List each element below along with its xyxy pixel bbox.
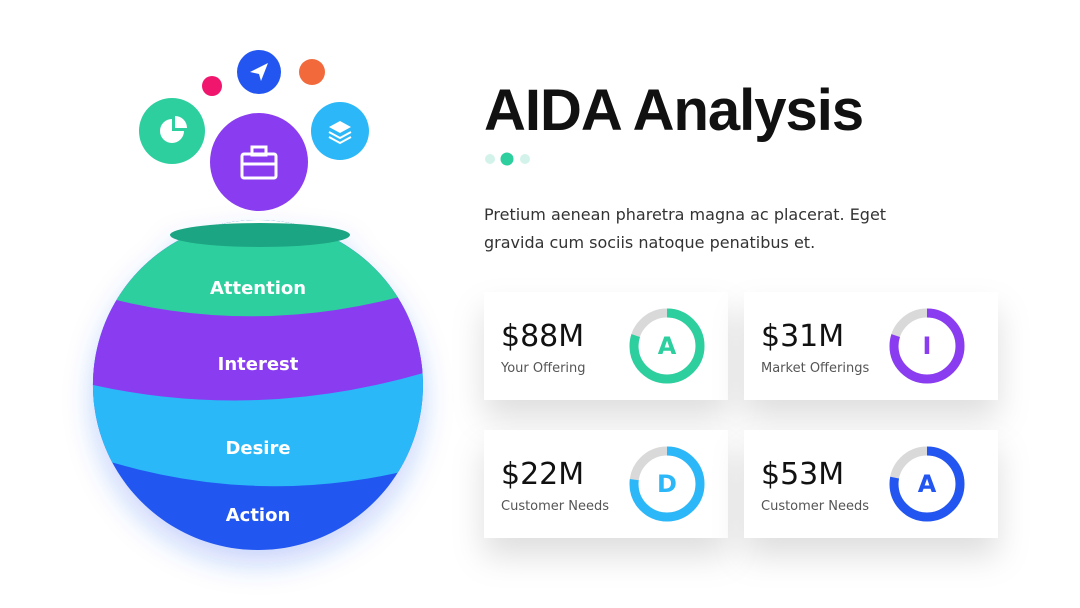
- layer-label: Interest: [218, 354, 299, 375]
- card-bg: [484, 430, 728, 538]
- card-bg: [484, 292, 728, 400]
- layer-label: Desire: [225, 438, 290, 459]
- ring-letter: D: [657, 470, 677, 498]
- card-value: $22M: [501, 457, 584, 492]
- card-value: $53M: [761, 457, 844, 492]
- description: Pretium aenean pharetra magna ac placera…: [484, 205, 886, 224]
- layer-label: Attention: [210, 278, 306, 299]
- card-label: Your Offering: [500, 361, 586, 376]
- card: $22M Customer Needs D: [484, 430, 728, 538]
- icons: [139, 50, 369, 211]
- card-value: $88M: [501, 319, 584, 354]
- ring-letter: A: [918, 470, 937, 498]
- card: $31M Market Offerings I: [744, 292, 998, 400]
- ring-progress: [889, 308, 965, 384]
- card: $88M Your Offering A: [484, 292, 728, 400]
- sphere: [92, 220, 423, 550]
- ring-progress: [889, 446, 965, 522]
- description: gravida cum sociis natoque penatibus et.: [484, 233, 815, 252]
- card-label: Market Offerings: [761, 361, 869, 376]
- title: AIDA Analysis: [484, 78, 863, 143]
- ring-progress: [629, 308, 705, 384]
- card-label: Customer Needs: [761, 499, 869, 514]
- card-label: Customer Needs: [501, 499, 609, 514]
- ring-progress: [629, 446, 705, 522]
- dots: [485, 152, 530, 166]
- card-value: $31M: [761, 319, 844, 354]
- ring-letter: A: [658, 332, 677, 360]
- card: $53M Customer Needs A: [744, 430, 998, 538]
- ring-letter: I: [923, 332, 932, 360]
- layer-label: Action: [226, 505, 291, 526]
